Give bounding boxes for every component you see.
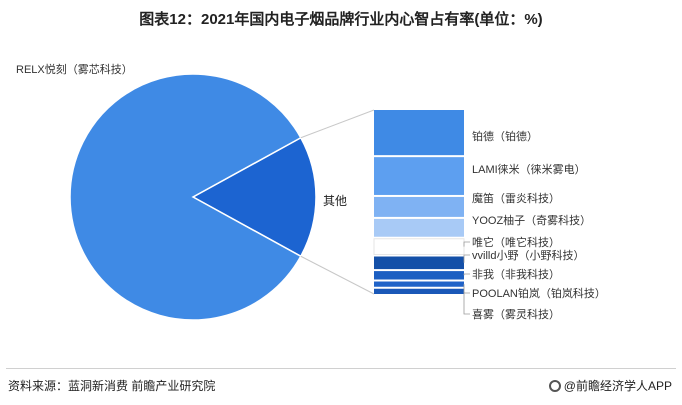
bar-segment-label: YOOZ柚子（奇雾科技） <box>472 213 591 227</box>
bar-segment-label: POOLAN铂岚（铂岚科技） <box>472 286 606 300</box>
pie-slice-others <box>191 136 317 258</box>
connector-lines <box>300 109 375 295</box>
bar-segment <box>374 110 464 156</box>
bar-segment-label: vvilld小野（小野科技） <box>472 248 584 262</box>
pie-label-others: 其他 <box>323 194 347 208</box>
connector-line-bottom <box>300 255 375 295</box>
bar-segment <box>374 281 464 287</box>
pie-slice-relx <box>69 73 302 321</box>
bar-segment <box>374 196 464 217</box>
label-leader-line <box>463 241 470 247</box>
bar-segment <box>373 238 465 255</box>
brand-label: @前瞻经济学人APP <box>563 379 672 393</box>
label-leader-line <box>463 273 470 276</box>
bar-segment-label: 魔笛（雷炎科技） <box>472 191 560 205</box>
bar-segment <box>374 157 464 195</box>
pie-chart <box>69 73 317 321</box>
bar-segment <box>374 271 464 280</box>
stacked-bar <box>373 110 465 294</box>
label-leader-line <box>463 254 470 263</box>
pie-label-relx: RELX悦刻（雾芯科技） <box>16 62 133 76</box>
bar-segment-label: 非我（非我科技） <box>472 267 560 281</box>
connector-line-top <box>300 109 375 139</box>
bar-segment-label: 唯它（唯它科技） <box>472 235 560 249</box>
bar-segment-label: 喜雾（雾灵科技） <box>472 307 560 321</box>
chart-title: 图表12：2021年国内电子烟品牌行业内心智占有率(单位：%) <box>139 11 543 28</box>
footer-divider <box>6 368 676 369</box>
footer: 资料来源：蓝洞新消费 前瞻产业研究院 @前瞻经济学人APP <box>0 368 682 405</box>
bar-segment-label: 铂德（铂德） <box>472 129 538 143</box>
brand-logo-icon <box>548 380 561 392</box>
bar-segment <box>374 218 464 237</box>
brand-credit: @前瞻经济学人APP <box>548 377 672 394</box>
source-note: 资料来源：蓝洞新消费 前瞻产业研究院 <box>8 379 216 393</box>
chart: RELX悦刻（雾芯科技） 其他 铂德（铂德） LAMI徕米（徕米雾电） 魔笛（雷炎科技）… <box>16 62 606 321</box>
bar-segment-label: LAMI徕米（徕米雾电） <box>472 162 586 176</box>
data-labels: RELX悦刻（雾芯科技） 其他 铂德（铂德） LAMI徕米（徕米雾电） 魔笛（雷炎科技）… <box>16 62 606 321</box>
label-leader-line <box>463 284 470 294</box>
bar-segment <box>374 288 464 294</box>
bar-segment <box>374 256 464 270</box>
label-leader-line <box>463 291 470 315</box>
